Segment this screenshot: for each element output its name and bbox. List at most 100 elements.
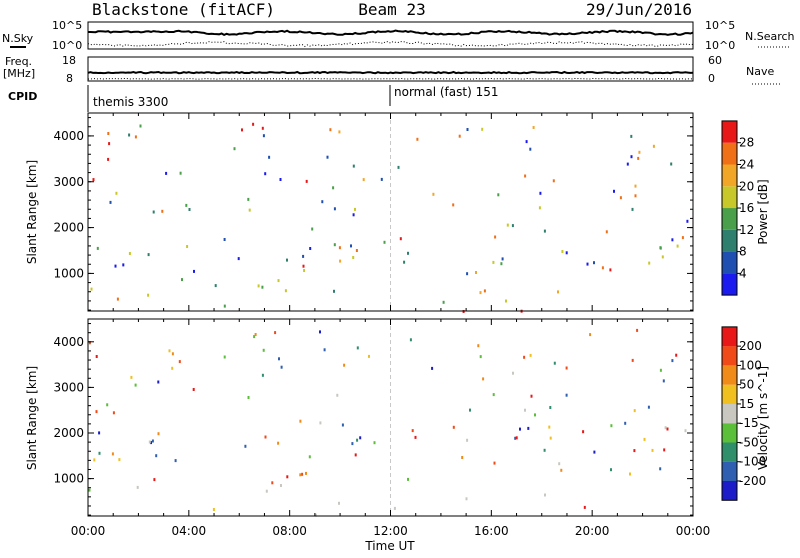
- scatter-cell: [465, 497, 468, 501]
- scatter-cell: [107, 157, 110, 161]
- scatter-cell: [286, 475, 289, 479]
- freq-axis-bottom: 8: [66, 72, 73, 85]
- scatter-cell: [114, 264, 117, 268]
- scatter-cell: [393, 506, 396, 510]
- scatter-cell: [88, 341, 91, 345]
- scatter-cell: [168, 349, 171, 353]
- colorbar-segment: [722, 384, 737, 404]
- scatter-cell: [98, 431, 101, 435]
- scatter-cell: [248, 208, 251, 212]
- scatter-cell: [466, 128, 469, 131]
- scatter-cell: [549, 406, 552, 409]
- scatter-cell: [497, 193, 500, 197]
- scatter-cell: [261, 126, 264, 130]
- scatter-cell: [483, 289, 486, 293]
- x-tick-label: 00:00: [71, 524, 106, 538]
- scatter-cell: [178, 360, 181, 364]
- colorbar-tick-label: -100: [739, 455, 766, 469]
- colorbar-tick-label: 100: [739, 358, 762, 372]
- scatter-cell: [223, 238, 226, 241]
- scatter-cell: [479, 355, 482, 359]
- colorbar-segment: [722, 142, 737, 165]
- scatter-cell: [333, 243, 336, 247]
- scatter-cell: [461, 456, 464, 459]
- colorbar-tick-label: 16: [739, 201, 754, 215]
- x-tick-label: 12:00: [373, 524, 408, 538]
- scatter-cell: [134, 135, 137, 139]
- scatter-cell: [244, 444, 247, 448]
- scatter-cell: [663, 448, 666, 452]
- nsky-axis-bottom: 10^0: [52, 39, 82, 52]
- scatter-cell: [552, 179, 555, 183]
- colorbar-tick-label: 15: [739, 397, 754, 411]
- colorbar-segment: [722, 326, 737, 347]
- scatter-cell: [458, 134, 461, 138]
- time-axis-labels: 00:00 04:00 08:00 12:00 16:00 20:00 00:00: [71, 524, 711, 538]
- colorbar-tick-label: 24: [739, 157, 754, 171]
- x-axis-label: Time UT: [364, 539, 415, 553]
- nsky-panel: [87, 21, 694, 50]
- nave-axis-top: 60: [708, 54, 722, 67]
- colorbar-tick-label: -50: [739, 435, 759, 449]
- y-tick-label: 3000: [53, 380, 84, 394]
- scatter-cell: [519, 427, 521, 431]
- scatter-cell: [311, 227, 314, 231]
- scatter-cell: [613, 189, 615, 193]
- scatter-cell: [634, 194, 637, 198]
- scatter-cell: [527, 426, 530, 430]
- scatter-cell: [512, 371, 514, 375]
- colorbar-segment: [722, 365, 737, 385]
- y-tick-label: 3000: [53, 175, 84, 189]
- scatter-cell: [308, 455, 311, 459]
- scatter-cell: [549, 436, 552, 440]
- scatter-cell: [631, 207, 634, 211]
- scatter-cell: [261, 285, 264, 289]
- scatter-cell: [482, 377, 485, 381]
- colorbar-tick-label: 4: [739, 266, 747, 280]
- scatter-cell: [565, 393, 568, 397]
- colorbar-segment: [722, 461, 737, 481]
- scatter-cell: [309, 247, 312, 250]
- scatter-cell: [676, 244, 679, 248]
- scatter-cell: [111, 452, 114, 456]
- nave-label: Nave: [746, 65, 774, 78]
- scatter-cell: [274, 331, 277, 335]
- colorbar-tick-label: 200: [739, 339, 762, 353]
- scatter-cell: [139, 124, 142, 128]
- scatter-cell: [684, 429, 687, 433]
- scatter-cell: [501, 257, 504, 261]
- scatter-cell: [98, 451, 101, 455]
- scatter-cell: [354, 207, 356, 211]
- scatter-cell: [319, 421, 322, 425]
- x-tick-label: 00:00: [676, 524, 711, 538]
- scatter-cell: [633, 449, 636, 453]
- scatter-cell: [548, 425, 551, 429]
- scatter-cell: [626, 162, 629, 166]
- scatter-cell: [582, 430, 585, 434]
- scatter-cell: [409, 338, 412, 342]
- velocity-scatter: [88, 319, 687, 517]
- scatter-cell: [223, 304, 226, 308]
- colorbar-segment: [722, 251, 737, 274]
- x-tick-label: 04:00: [172, 524, 207, 538]
- scatter-cell: [659, 368, 662, 372]
- colorbar-segment: [722, 481, 737, 501]
- scatter-cell: [407, 477, 409, 481]
- scatter-cell: [336, 393, 339, 397]
- scatter-cell: [326, 155, 329, 159]
- x-tick-label: 08:00: [272, 524, 307, 538]
- scatter-cell: [466, 272, 469, 276]
- y-tick-label: 2000: [53, 221, 84, 235]
- scatter-cell: [95, 355, 98, 358]
- power-colorbar: 4 8 12 16 20 24 28: [721, 120, 754, 296]
- scatter-cell: [477, 344, 480, 348]
- nsky-axis-top: 10^5: [52, 19, 82, 32]
- scatter-cell: [171, 366, 174, 370]
- scatter-cell: [442, 300, 445, 304]
- scatter-cell: [262, 134, 265, 138]
- scatter-cell: [95, 410, 98, 414]
- scatter-cell: [329, 128, 332, 132]
- scatter-cell: [359, 436, 362, 440]
- scatter-cell: [321, 200, 324, 204]
- scatter-cell: [284, 289, 287, 293]
